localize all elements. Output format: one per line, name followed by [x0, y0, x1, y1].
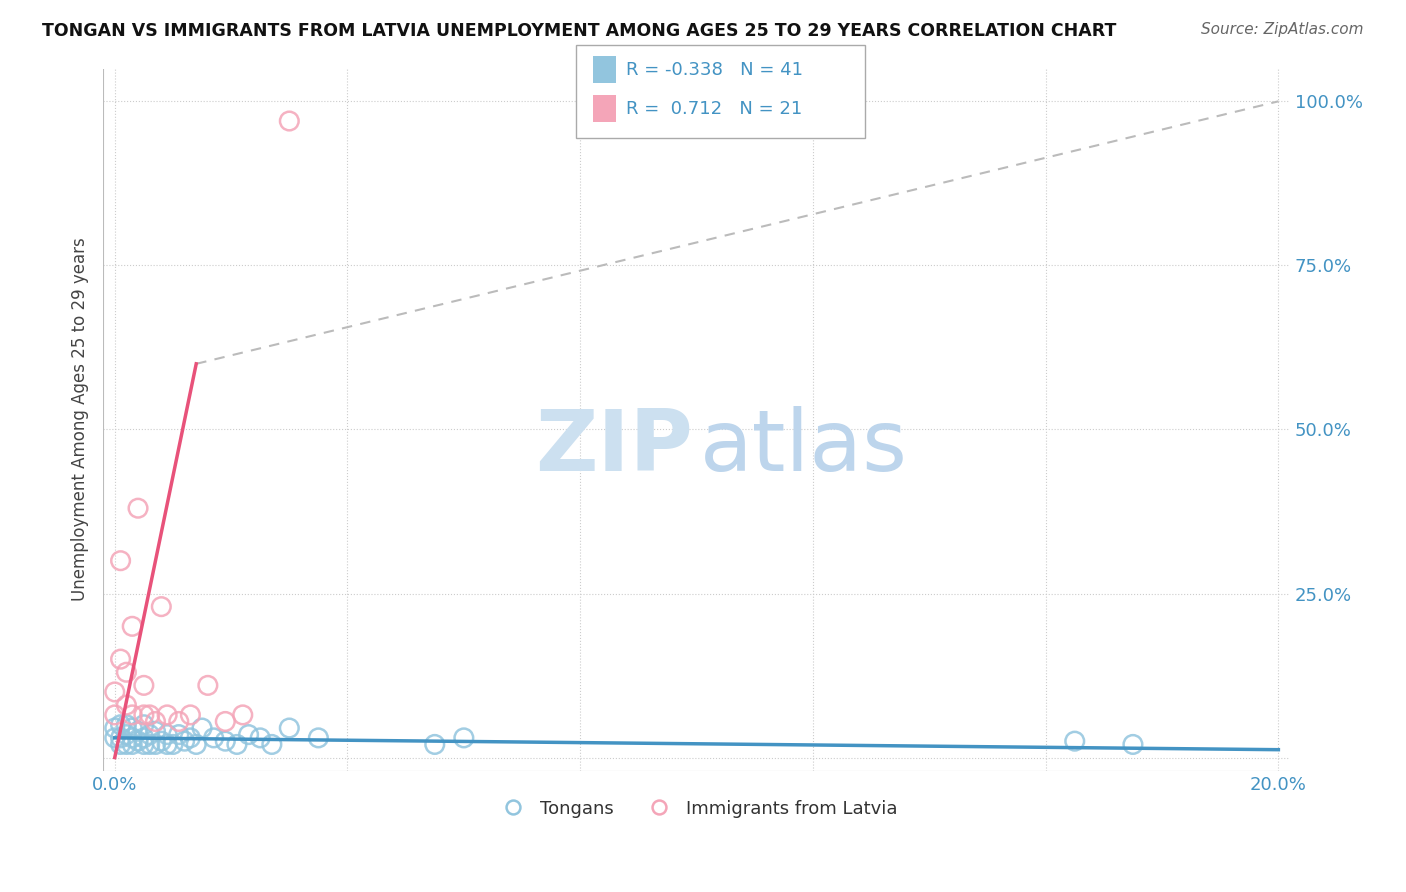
Legend: Tongans, Immigrants from Latvia: Tongans, Immigrants from Latvia	[488, 792, 905, 825]
Point	[307, 731, 329, 745]
Point	[156, 728, 179, 742]
Text: TONGAN VS IMMIGRANTS FROM LATVIA UNEMPLOYMENT AMONG AGES 25 TO 29 YEARS CORRELAT: TONGAN VS IMMIGRANTS FROM LATVIA UNEMPLO…	[42, 22, 1116, 40]
Point	[186, 738, 208, 752]
Point	[121, 721, 143, 735]
Point	[132, 678, 155, 692]
Point	[156, 707, 179, 722]
Point	[249, 731, 271, 745]
Point	[110, 652, 132, 666]
Point	[145, 714, 167, 729]
Y-axis label: Unemployment Among Ages 25 to 29 years: Unemployment Among Ages 25 to 29 years	[72, 238, 89, 601]
Point	[179, 731, 201, 745]
Point	[121, 707, 143, 722]
Point	[179, 707, 201, 722]
Point	[162, 738, 184, 752]
Point	[202, 731, 225, 745]
Point	[232, 707, 254, 722]
Point	[138, 728, 160, 742]
Point	[1122, 738, 1144, 752]
Point	[127, 724, 149, 739]
Point	[115, 728, 138, 742]
Point	[127, 501, 149, 516]
Point	[115, 738, 138, 752]
Point	[173, 734, 195, 748]
Point	[104, 731, 127, 745]
Point	[110, 731, 132, 745]
Point	[132, 738, 155, 752]
Text: atlas: atlas	[700, 406, 908, 489]
Point	[214, 714, 236, 729]
Point	[278, 114, 301, 128]
Point	[197, 678, 219, 692]
Point	[260, 738, 283, 752]
Point	[138, 738, 160, 752]
Point	[132, 731, 155, 745]
Point	[104, 685, 127, 699]
Point	[214, 734, 236, 748]
Point	[145, 724, 167, 739]
Point	[115, 698, 138, 712]
Text: R = -0.338   N = 41: R = -0.338 N = 41	[626, 61, 803, 78]
Point	[150, 734, 173, 748]
Point	[156, 738, 179, 752]
Point	[145, 738, 167, 752]
Text: Source: ZipAtlas.com: Source: ZipAtlas.com	[1201, 22, 1364, 37]
Point	[121, 619, 143, 633]
Point	[150, 599, 173, 614]
Point	[138, 707, 160, 722]
Point	[104, 707, 127, 722]
Point	[132, 718, 155, 732]
Text: R =  0.712   N = 21: R = 0.712 N = 21	[626, 100, 801, 118]
Point	[110, 554, 132, 568]
Point	[191, 721, 214, 735]
Point	[453, 731, 475, 745]
Point	[167, 714, 190, 729]
Point	[127, 734, 149, 748]
Point	[423, 738, 446, 752]
Point	[1063, 734, 1085, 748]
Point	[110, 718, 132, 732]
Point	[132, 707, 155, 722]
Text: ZIP: ZIP	[536, 406, 693, 489]
Point	[110, 738, 132, 752]
Point	[226, 738, 249, 752]
Point	[115, 718, 138, 732]
Point	[121, 731, 143, 745]
Point	[115, 665, 138, 680]
Point	[121, 738, 143, 752]
Point	[278, 721, 301, 735]
Point	[104, 721, 127, 735]
Point	[167, 728, 190, 742]
Point	[238, 728, 260, 742]
